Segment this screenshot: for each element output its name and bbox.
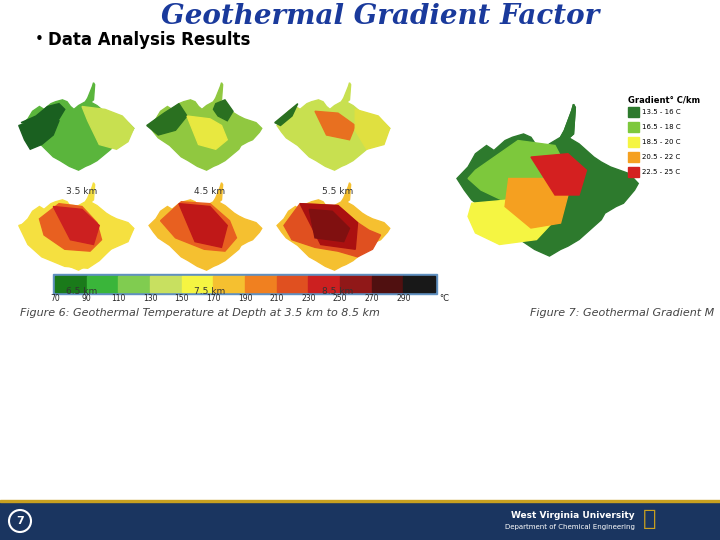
Text: 210: 210 (269, 294, 284, 303)
Polygon shape (187, 116, 228, 149)
Bar (53, 274, 437, 294)
Text: 150: 150 (174, 294, 189, 303)
Polygon shape (341, 183, 351, 202)
Bar (403, 276, 435, 292)
Polygon shape (86, 83, 94, 102)
Text: °C: °C (439, 294, 449, 303)
Text: 16.5 - 18 C: 16.5 - 18 C (642, 124, 680, 130)
Text: 270: 270 (364, 294, 379, 303)
Polygon shape (531, 154, 587, 195)
Bar (372, 276, 403, 292)
Bar (0, 500, 720, 502)
Polygon shape (149, 200, 262, 270)
Polygon shape (161, 202, 236, 251)
Text: 6.5 km: 6.5 km (66, 287, 98, 296)
Polygon shape (86, 183, 94, 202)
Text: 20.5 - 22 C: 20.5 - 22 C (642, 154, 680, 160)
Text: Geothermal Gradient Factor: Geothermal Gradient Factor (161, 3, 599, 30)
Polygon shape (315, 111, 355, 140)
Polygon shape (457, 134, 638, 256)
Polygon shape (21, 100, 134, 170)
Polygon shape (505, 179, 568, 228)
Text: 290: 290 (396, 294, 410, 303)
Text: 8.5 km: 8.5 km (323, 287, 354, 296)
Text: 3.5 km: 3.5 km (66, 187, 98, 196)
Text: 230: 230 (301, 294, 315, 303)
Polygon shape (468, 140, 568, 203)
Polygon shape (310, 210, 349, 241)
Bar (181, 276, 213, 292)
Polygon shape (21, 200, 134, 270)
Polygon shape (355, 109, 390, 149)
Text: 22.5 - 25 C: 22.5 - 25 C (642, 169, 680, 175)
Text: 250: 250 (333, 294, 347, 303)
Polygon shape (179, 204, 228, 247)
Text: 18.5 - 20 C: 18.5 - 20 C (642, 139, 680, 145)
Text: Figure 7: Geothermal Gradient M: Figure 7: Geothermal Gradient M (530, 308, 714, 318)
Polygon shape (277, 100, 390, 170)
Bar (86, 276, 118, 292)
Polygon shape (40, 204, 102, 251)
Text: 90: 90 (82, 294, 91, 303)
Bar (308, 276, 340, 292)
Text: Ⓦ: Ⓦ (643, 509, 657, 529)
Bar (276, 276, 308, 292)
Bar (150, 276, 181, 292)
Text: 13.5 - 16 C: 13.5 - 16 C (642, 109, 680, 115)
Bar (55, 276, 86, 292)
Bar (340, 276, 372, 292)
Bar (628, 122, 639, 132)
Bar (628, 107, 639, 117)
Text: 130: 130 (143, 294, 157, 303)
Polygon shape (277, 200, 390, 270)
Polygon shape (275, 104, 298, 125)
Text: West Virginia University: West Virginia University (511, 511, 635, 521)
Polygon shape (19, 204, 134, 268)
Text: 4.5 km: 4.5 km (194, 187, 225, 196)
Polygon shape (213, 83, 222, 102)
Text: •: • (35, 32, 44, 48)
Polygon shape (82, 106, 134, 149)
Bar (628, 152, 639, 162)
Text: Figure 6: Geothermal Temperature at Depth at 3.5 km to 8.5 km: Figure 6: Geothermal Temperature at Dept… (20, 308, 380, 318)
Bar (118, 276, 150, 292)
Bar (628, 137, 639, 147)
Text: Data Analysis Results: Data Analysis Results (48, 31, 251, 49)
Polygon shape (53, 206, 99, 245)
Polygon shape (213, 183, 222, 202)
Polygon shape (147, 104, 187, 135)
Text: 170: 170 (206, 294, 220, 303)
Polygon shape (300, 204, 358, 249)
Text: 190: 190 (238, 294, 252, 303)
Bar (213, 276, 245, 292)
Bar (245, 276, 276, 292)
Polygon shape (468, 200, 555, 245)
Text: 7.5 km: 7.5 km (194, 287, 225, 296)
Text: 7: 7 (16, 516, 24, 526)
Polygon shape (561, 104, 575, 137)
Bar (628, 167, 639, 177)
Polygon shape (149, 100, 262, 170)
Text: Department of Chemical Engineering: Department of Chemical Engineering (505, 524, 635, 530)
Text: 5.5 km: 5.5 km (323, 187, 354, 196)
Polygon shape (19, 111, 59, 149)
Bar (0, 502, 720, 540)
Polygon shape (561, 104, 575, 137)
Polygon shape (341, 83, 351, 102)
Text: Gradient° C/km: Gradient° C/km (628, 96, 700, 105)
Text: 70: 70 (50, 294, 60, 303)
Polygon shape (213, 100, 233, 121)
Text: 110: 110 (111, 294, 125, 303)
Polygon shape (284, 204, 381, 257)
Polygon shape (21, 104, 65, 123)
